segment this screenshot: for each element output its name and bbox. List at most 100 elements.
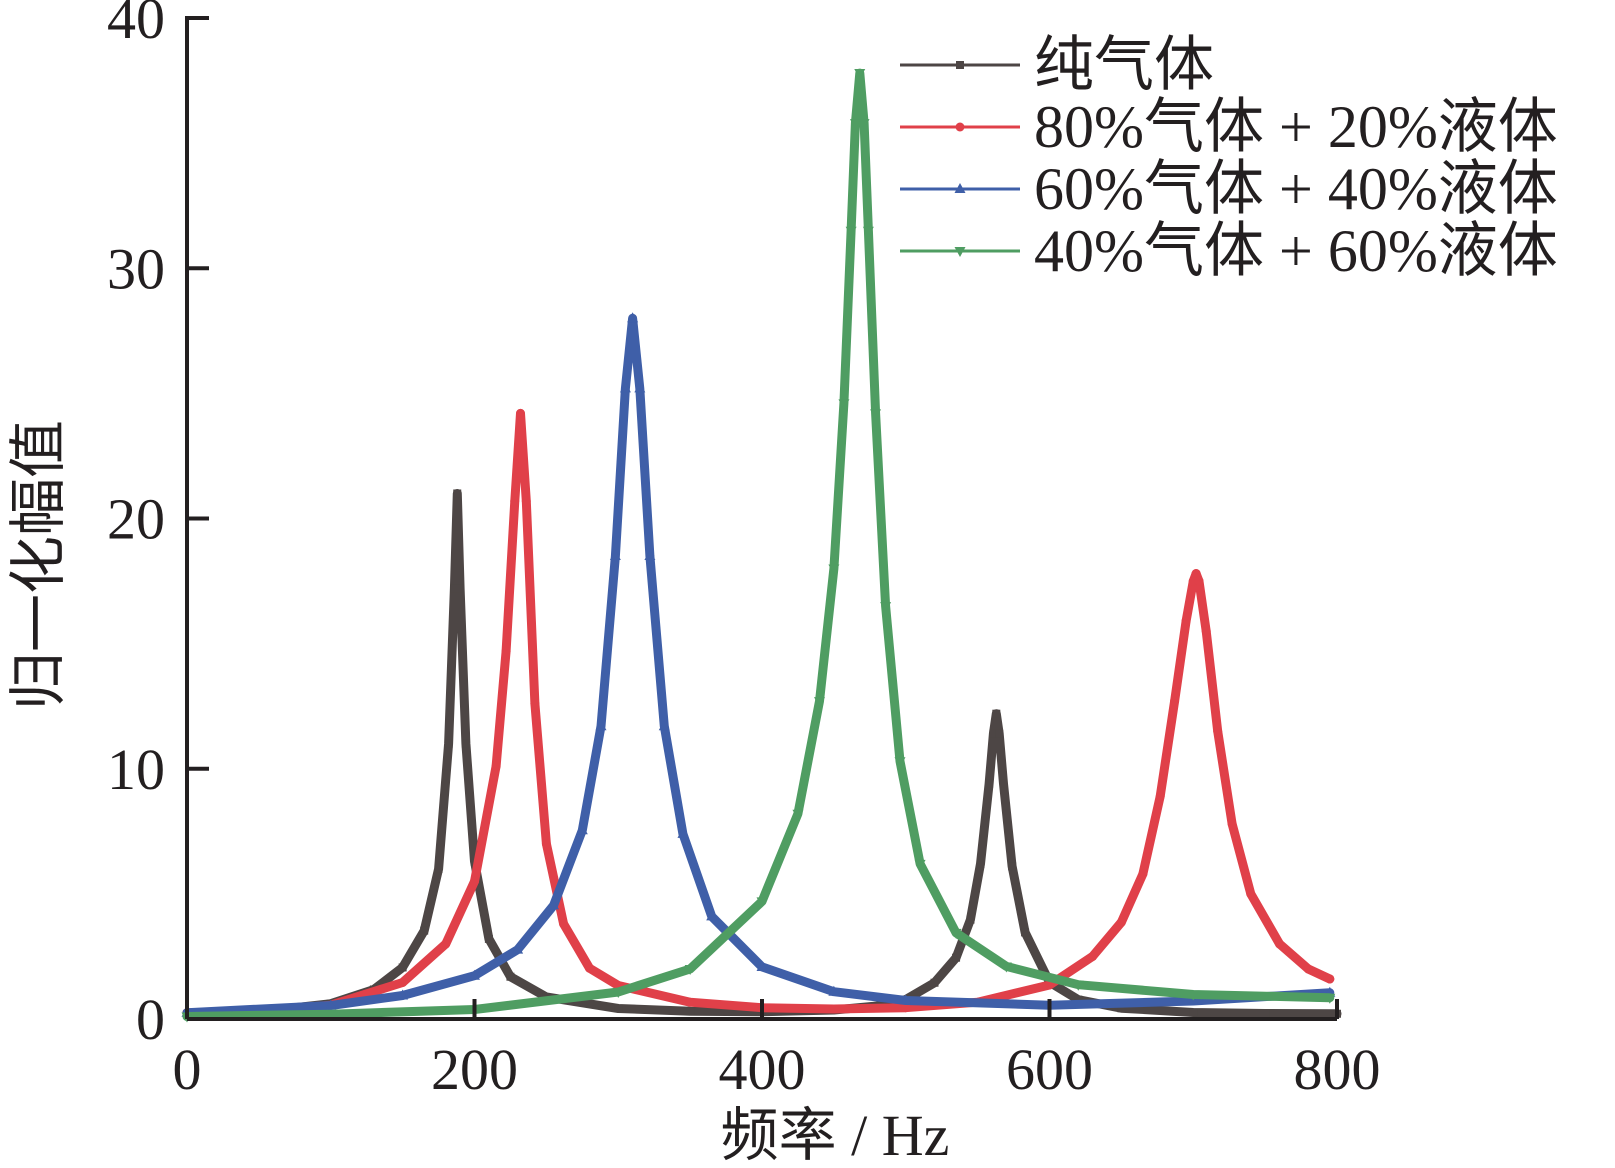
data-point bbox=[1000, 962, 1012, 973]
data-point bbox=[456, 584, 465, 593]
series-line bbox=[182, 408, 1335, 1018]
data-point bbox=[1074, 995, 1083, 1004]
data-point bbox=[900, 994, 912, 1005]
data-point bbox=[1275, 939, 1284, 949]
data-point bbox=[1155, 791, 1165, 801]
x-axis-title: 频率 / Hz bbox=[721, 1103, 950, 1168]
data-point bbox=[325, 1010, 337, 1021]
data-point bbox=[585, 963, 594, 973]
series-4 bbox=[181, 68, 1336, 1023]
data-point bbox=[516, 408, 525, 418]
data-point bbox=[1194, 576, 1204, 586]
data-point bbox=[548, 899, 560, 910]
data-point bbox=[854, 69, 866, 80]
data-point bbox=[644, 550, 656, 561]
data-point bbox=[862, 226, 874, 237]
data-point bbox=[684, 964, 696, 975]
plot-area: 0 200 400 600 800 0 10 20 30 40 bbox=[107, 0, 1381, 1102]
data-point bbox=[1227, 819, 1237, 829]
legend-swatch-marker bbox=[956, 61, 964, 69]
data-point bbox=[1261, 1009, 1270, 1018]
legend-swatch-marker bbox=[954, 183, 966, 193]
y-tick-label: 10 bbox=[107, 737, 165, 802]
x-tick-label: 0 bbox=[173, 1037, 202, 1102]
data-point bbox=[976, 859, 985, 868]
series-line bbox=[182, 313, 1335, 1018]
legend-label: 80%气体 + 20%液体 bbox=[1034, 94, 1558, 160]
data-point bbox=[1088, 951, 1098, 961]
data-point bbox=[845, 226, 857, 237]
data-point bbox=[1213, 726, 1223, 736]
data-point bbox=[756, 897, 768, 908]
series-layer bbox=[181, 68, 1342, 1023]
legend-label: 40%气体 + 60%液体 bbox=[1034, 218, 1558, 284]
data-point bbox=[491, 761, 501, 771]
data-point bbox=[541, 839, 551, 849]
data-point bbox=[756, 960, 768, 971]
series-3 bbox=[181, 312, 1336, 1018]
legend-item: 80%气体 + 20%液体 bbox=[900, 94, 1558, 160]
data-point bbox=[627, 312, 639, 323]
data-point bbox=[595, 720, 607, 731]
data-point bbox=[559, 919, 569, 929]
data-point bbox=[510, 496, 520, 506]
data-point bbox=[325, 999, 337, 1010]
data-point bbox=[1021, 928, 1030, 937]
data-point bbox=[461, 739, 470, 748]
x-tick-label: 600 bbox=[1006, 1037, 1093, 1102]
y-tick-label: 40 bbox=[107, 0, 165, 51]
series-line bbox=[182, 68, 1335, 1021]
data-point bbox=[858, 119, 870, 130]
y-ticks: 0 10 20 30 40 bbox=[107, 0, 209, 1052]
data-point bbox=[397, 989, 409, 1000]
y-tick-label: 30 bbox=[107, 236, 165, 301]
data-point bbox=[1008, 862, 1017, 871]
data-point bbox=[1324, 993, 1336, 1004]
data-point bbox=[1117, 1004, 1126, 1013]
data-point bbox=[1201, 626, 1211, 636]
data-point bbox=[619, 382, 631, 393]
data-point bbox=[398, 977, 408, 987]
data-point bbox=[470, 876, 479, 886]
data-point bbox=[1246, 889, 1256, 899]
data-point bbox=[829, 1004, 839, 1014]
data-point bbox=[1138, 869, 1148, 879]
data-point bbox=[685, 997, 695, 1007]
data-point bbox=[706, 910, 718, 921]
data-point bbox=[1189, 1008, 1198, 1017]
data-point bbox=[576, 824, 588, 835]
data-point bbox=[870, 409, 882, 420]
data-point bbox=[1045, 980, 1054, 990]
data-point bbox=[828, 985, 840, 996]
x-tick-label: 200 bbox=[431, 1037, 518, 1102]
data-point bbox=[792, 809, 804, 820]
data-point bbox=[914, 859, 926, 870]
x-tick-label: 400 bbox=[719, 1037, 806, 1102]
data-point bbox=[880, 602, 892, 613]
data-point bbox=[420, 926, 429, 935]
data-point bbox=[506, 972, 515, 981]
data-point bbox=[434, 864, 443, 873]
y-axis-title: 归一化幅值 bbox=[6, 420, 71, 710]
data-point bbox=[512, 943, 524, 954]
data-point bbox=[999, 779, 1008, 788]
data-point bbox=[1072, 980, 1084, 991]
data-point bbox=[989, 729, 998, 738]
legend-swatch-marker bbox=[954, 247, 966, 257]
data-point bbox=[849, 119, 861, 130]
data-point bbox=[1303, 964, 1313, 974]
series-2 bbox=[182, 408, 1335, 1018]
data-point bbox=[609, 550, 621, 561]
data-point bbox=[838, 399, 850, 410]
data-point bbox=[950, 928, 962, 939]
data-point bbox=[634, 382, 646, 393]
x-ticks: 0 200 400 600 800 bbox=[173, 999, 1381, 1102]
data-point bbox=[484, 934, 493, 943]
data-point bbox=[1187, 990, 1199, 1001]
data-point bbox=[828, 564, 840, 575]
data-point bbox=[521, 496, 531, 506]
data-point bbox=[530, 699, 540, 709]
data-point bbox=[450, 584, 459, 593]
data-point bbox=[444, 739, 453, 748]
